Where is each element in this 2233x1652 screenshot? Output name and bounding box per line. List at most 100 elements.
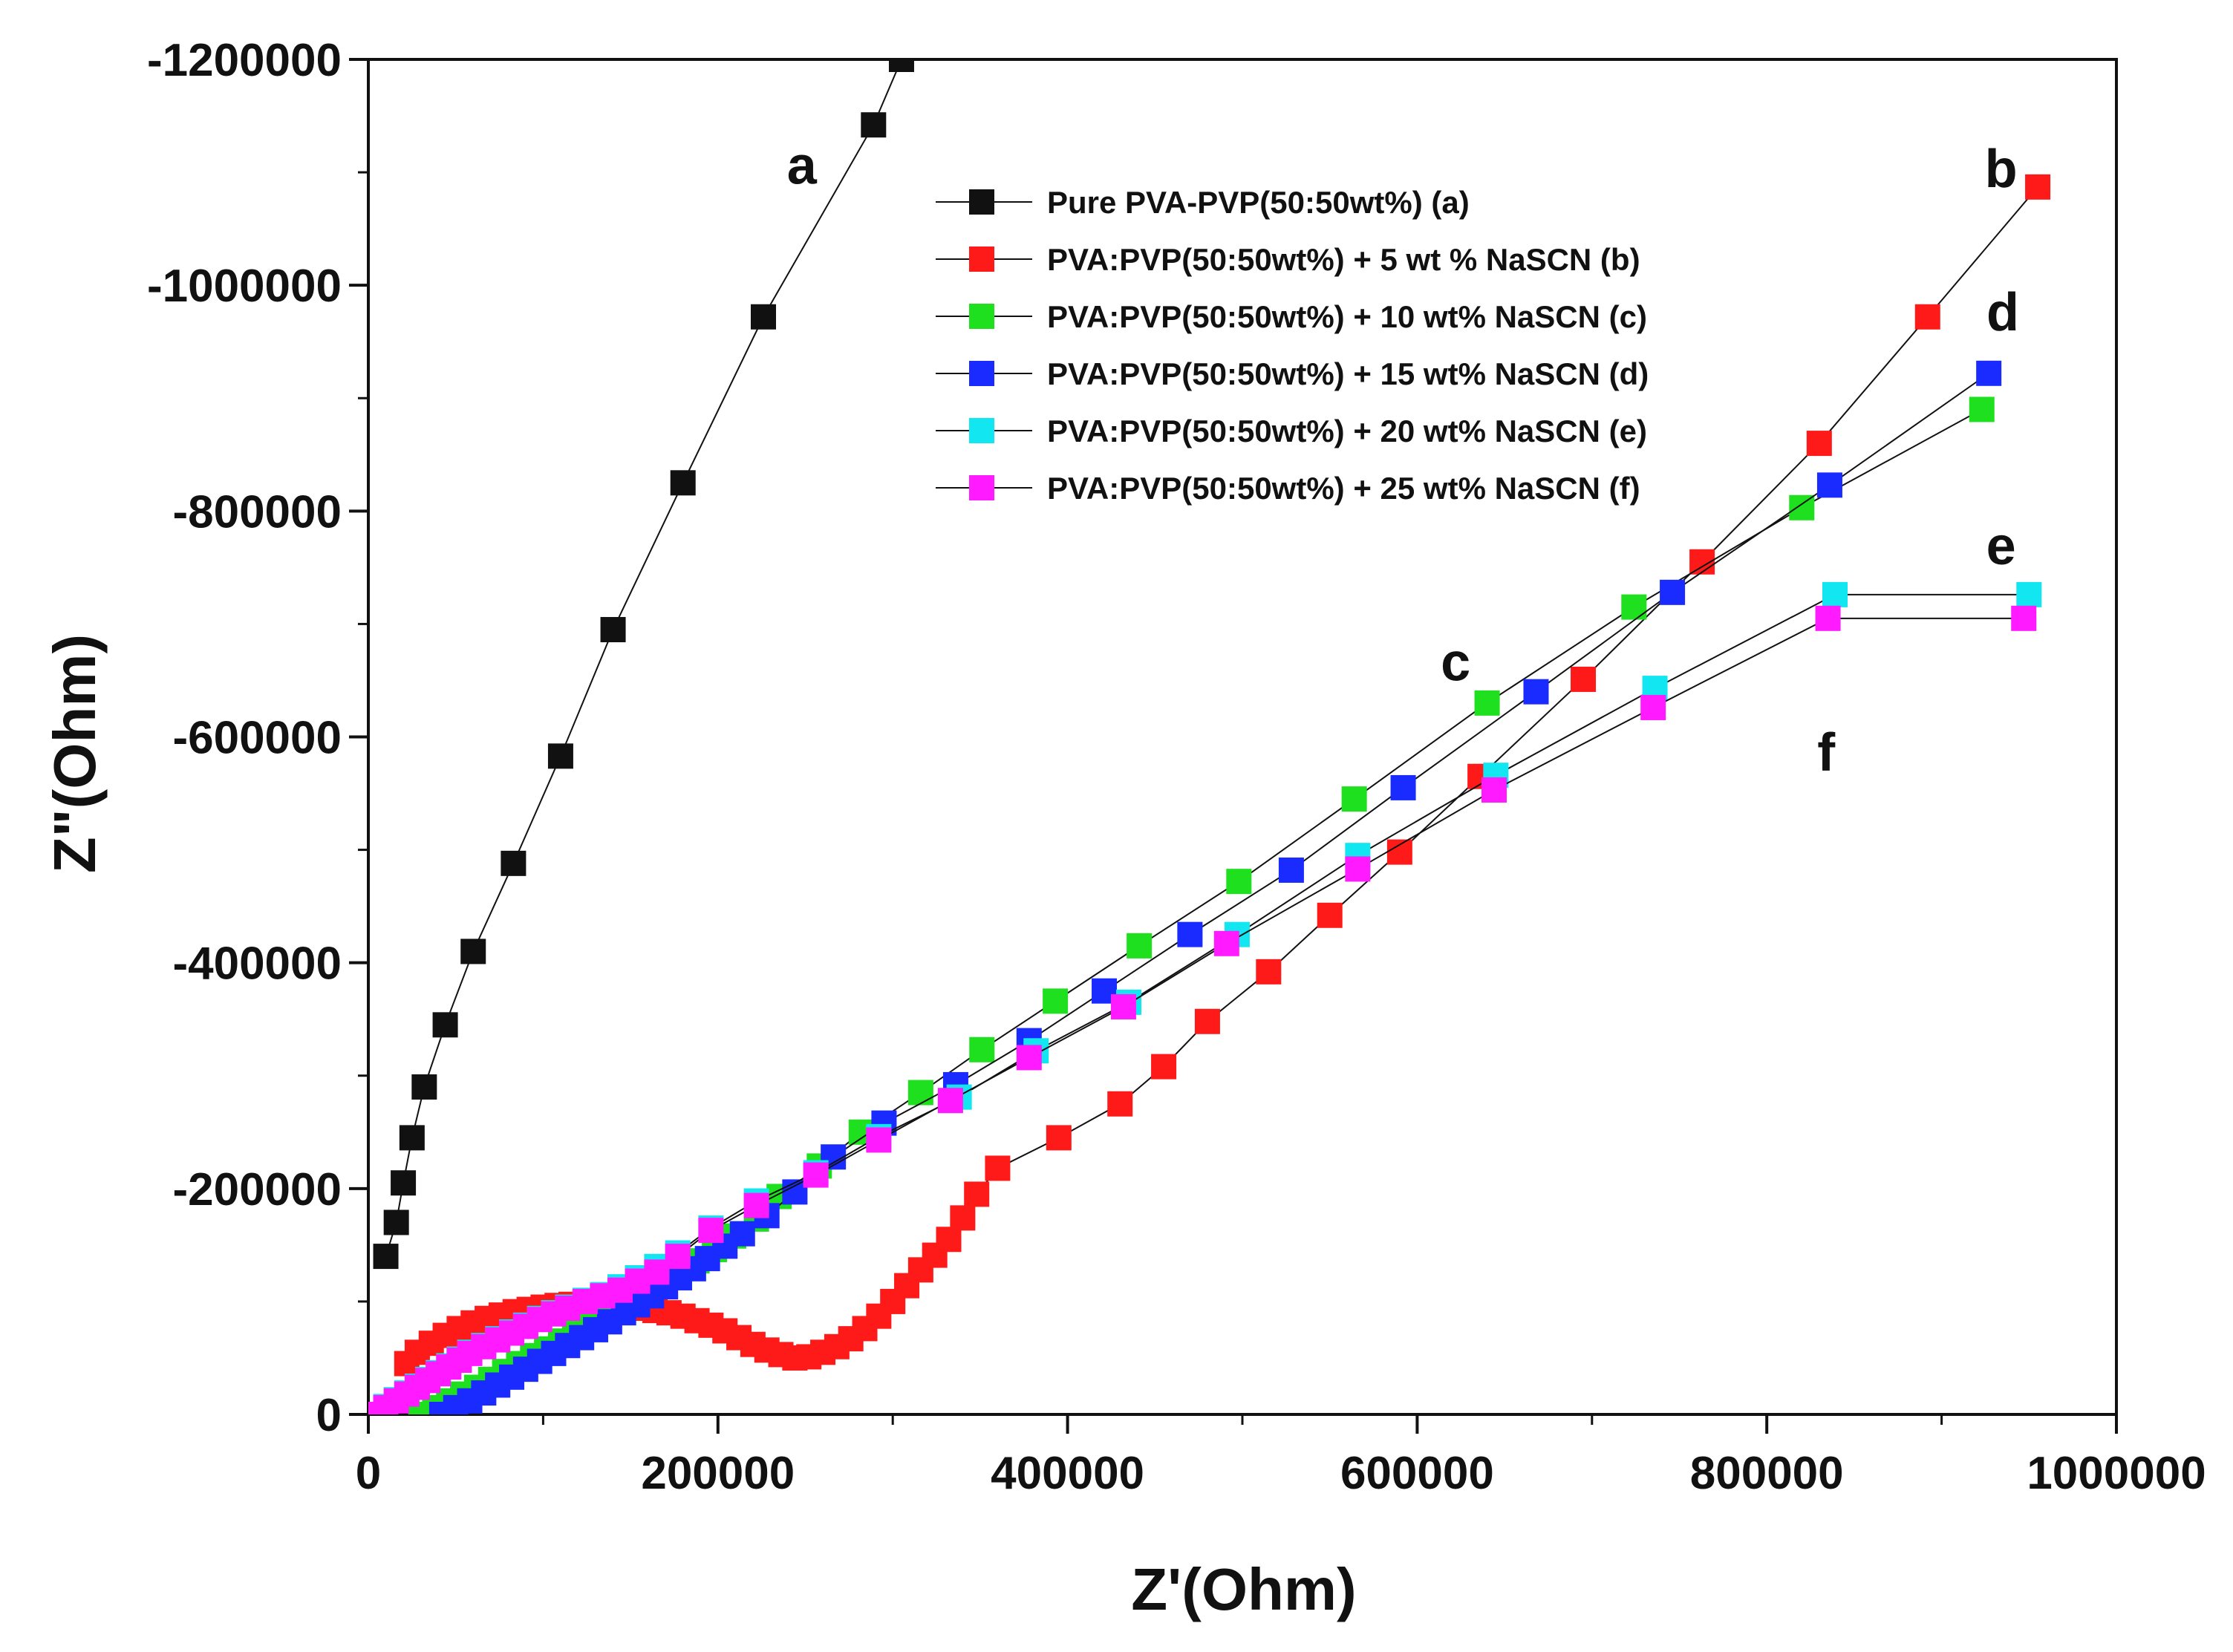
curve-label-e: e xyxy=(1986,517,2016,576)
data-point-c xyxy=(907,1080,933,1106)
data-point-c xyxy=(1969,396,1995,422)
data-point-a xyxy=(383,1209,409,1235)
y-tick-label: -400000 xyxy=(172,938,342,990)
data-point-b xyxy=(985,1155,1011,1181)
data-point-b xyxy=(1386,839,1412,865)
y-tick-label: -1000000 xyxy=(147,261,342,312)
curve-label-c: c xyxy=(1441,633,1470,692)
data-point-d xyxy=(1523,679,1549,705)
data-point-a xyxy=(547,743,573,769)
data-point-d xyxy=(1976,360,2002,386)
x-tick-label: 400000 xyxy=(991,1448,1144,1499)
data-point-e xyxy=(1822,581,1848,607)
legend-marker-a xyxy=(969,189,994,215)
curve-label-f: f xyxy=(1817,723,1836,783)
data-point-a xyxy=(670,470,696,496)
data-point-f xyxy=(1016,1045,1042,1071)
data-point-f xyxy=(743,1192,769,1218)
data-point-a xyxy=(432,1012,458,1038)
curve-labels: a b c d e f xyxy=(787,136,2019,783)
data-point-c xyxy=(1621,594,1647,620)
data-point-a xyxy=(501,850,527,876)
data-point-b xyxy=(1151,1054,1177,1080)
data-point-b xyxy=(1571,666,1597,692)
data-point-b xyxy=(1256,959,1282,985)
data-point-c xyxy=(1226,869,1252,895)
data-point-f xyxy=(1815,605,1841,631)
data-point-f xyxy=(1481,777,1507,803)
data-point-b xyxy=(1317,902,1343,928)
data-point-d xyxy=(1177,921,1203,947)
legend-label-d: PVA:PVP(50:50wt%) + 15 wt% NaSCN (d) xyxy=(1047,356,1649,391)
data-point-f xyxy=(665,1244,691,1270)
x-tick-label: 800000 xyxy=(1690,1448,1844,1499)
series-f xyxy=(368,605,2037,1414)
data-point-c xyxy=(969,1036,995,1062)
data-point-c xyxy=(1127,933,1153,959)
data-point-f xyxy=(698,1218,724,1244)
data-point-b xyxy=(950,1205,976,1231)
curve-label-b: b xyxy=(1985,140,2018,199)
y-tick-label: -800000 xyxy=(172,486,342,538)
data-point-f xyxy=(1640,694,1666,720)
data-point-c xyxy=(1341,786,1367,812)
data-point-b xyxy=(1806,431,1832,457)
data-point-a xyxy=(399,1125,425,1151)
data-point-a xyxy=(600,617,626,643)
y-tick-label: -1200000 xyxy=(147,35,342,86)
series-a xyxy=(373,59,914,1270)
legend-label-b: PVA:PVP(50:50wt%) + 5 wt % NaSCN (b) xyxy=(1047,242,1640,277)
data-point-f xyxy=(1110,993,1136,1019)
legend-marker-f xyxy=(969,475,994,500)
data-point-a xyxy=(391,1170,417,1196)
data-point-c xyxy=(1474,690,1500,716)
data-point-d xyxy=(1390,774,1416,800)
legend-label-f: PVA:PVP(50:50wt%) + 25 wt% NaSCN (f) xyxy=(1047,471,1640,506)
data-point-b xyxy=(1914,304,1940,330)
data-point-a xyxy=(460,938,486,964)
data-point-e xyxy=(2016,581,2042,607)
legend: Pure PVA-PVP(50:50wt%) (a) PVA:PVP(50:50w… xyxy=(936,185,1649,506)
data-point-a xyxy=(373,1244,399,1270)
legend-label-a: Pure PVA-PVP(50:50wt%) (a) xyxy=(1047,185,1470,220)
data-point-b xyxy=(936,1227,962,1253)
legend-marker-e xyxy=(969,418,994,443)
data-point-b xyxy=(964,1181,990,1207)
series-d xyxy=(428,360,2002,1414)
axes: 0 200000 400000 600000 800000 1000000 0 -200000… xyxy=(147,35,2206,1499)
y-axis-title: Z"(Ohm) xyxy=(42,634,108,873)
legend-marker-d xyxy=(969,361,994,386)
data-point-c xyxy=(1043,988,1069,1014)
x-tick-label: 600000 xyxy=(1340,1448,1494,1499)
data-point-a xyxy=(888,59,914,72)
data-point-d xyxy=(729,1221,755,1247)
data-point-b xyxy=(1194,1008,1220,1034)
x-axis-title: Z'(Ohm) xyxy=(1131,1556,1356,1622)
y-tick-label: -600000 xyxy=(172,713,342,764)
data-point-f xyxy=(1345,856,1371,882)
x-tick-label: 200000 xyxy=(641,1448,795,1499)
data-point-d xyxy=(1278,857,1304,883)
data-point-a xyxy=(861,112,887,138)
x-tick-label: 1000000 xyxy=(2027,1448,2206,1499)
x-tick-label: 0 xyxy=(356,1448,381,1499)
data-point-a xyxy=(751,304,777,330)
y-tick-label: 0 xyxy=(316,1390,342,1441)
y-tick-label: -200000 xyxy=(172,1164,342,1215)
data-point-f xyxy=(937,1088,963,1114)
legend-label-c: PVA:PVP(50:50wt%) + 10 wt% NaSCN (c) xyxy=(1047,299,1647,334)
legend-marker-b xyxy=(969,247,994,272)
data-point-f xyxy=(866,1127,892,1153)
curve-label-d: d xyxy=(1986,283,2019,342)
data-point-f xyxy=(1213,930,1239,956)
data-point-f xyxy=(2011,605,2037,631)
data-point-a xyxy=(411,1074,437,1100)
legend-label-e: PVA:PVP(50:50wt%) + 20 wt% NaSCN (e) xyxy=(1047,414,1647,448)
data-point-d xyxy=(1816,472,1842,498)
data-series xyxy=(368,59,2051,1414)
data-point-b xyxy=(1046,1125,1072,1151)
data-point-b xyxy=(1107,1091,1133,1117)
legend-marker-c xyxy=(969,304,994,329)
